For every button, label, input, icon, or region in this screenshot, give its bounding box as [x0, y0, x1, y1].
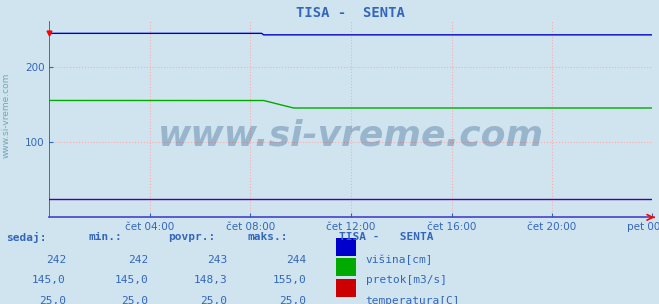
Text: 25,0: 25,0 — [39, 296, 66, 304]
Bar — [336, 258, 356, 276]
Text: 242: 242 — [128, 255, 148, 265]
Title: TISA -  SENTA: TISA - SENTA — [297, 6, 405, 20]
Text: sedaj:: sedaj: — [7, 232, 47, 243]
Text: 155,0: 155,0 — [273, 275, 306, 285]
Text: temperatura[C]: temperatura[C] — [366, 296, 460, 304]
Text: višina[cm]: višina[cm] — [366, 255, 433, 265]
Text: 25,0: 25,0 — [121, 296, 148, 304]
Text: 148,3: 148,3 — [194, 275, 227, 285]
Text: www.si-vreme.com: www.si-vreme.com — [158, 118, 544, 152]
Text: 25,0: 25,0 — [279, 296, 306, 304]
Text: TISA -   SENTA: TISA - SENTA — [339, 232, 434, 242]
Bar — [336, 237, 356, 256]
Text: 145,0: 145,0 — [32, 275, 66, 285]
Text: 25,0: 25,0 — [200, 296, 227, 304]
Bar — [336, 278, 356, 297]
Text: povpr.:: povpr.: — [168, 232, 215, 242]
Text: 244: 244 — [286, 255, 306, 265]
Text: 242: 242 — [45, 255, 66, 265]
Text: www.si-vreme.com: www.si-vreme.com — [2, 73, 11, 158]
Text: 145,0: 145,0 — [115, 275, 148, 285]
Text: maks.:: maks.: — [247, 232, 287, 242]
Text: pretok[m3/s]: pretok[m3/s] — [366, 275, 447, 285]
Text: 243: 243 — [207, 255, 227, 265]
Text: min.:: min.: — [89, 232, 123, 242]
